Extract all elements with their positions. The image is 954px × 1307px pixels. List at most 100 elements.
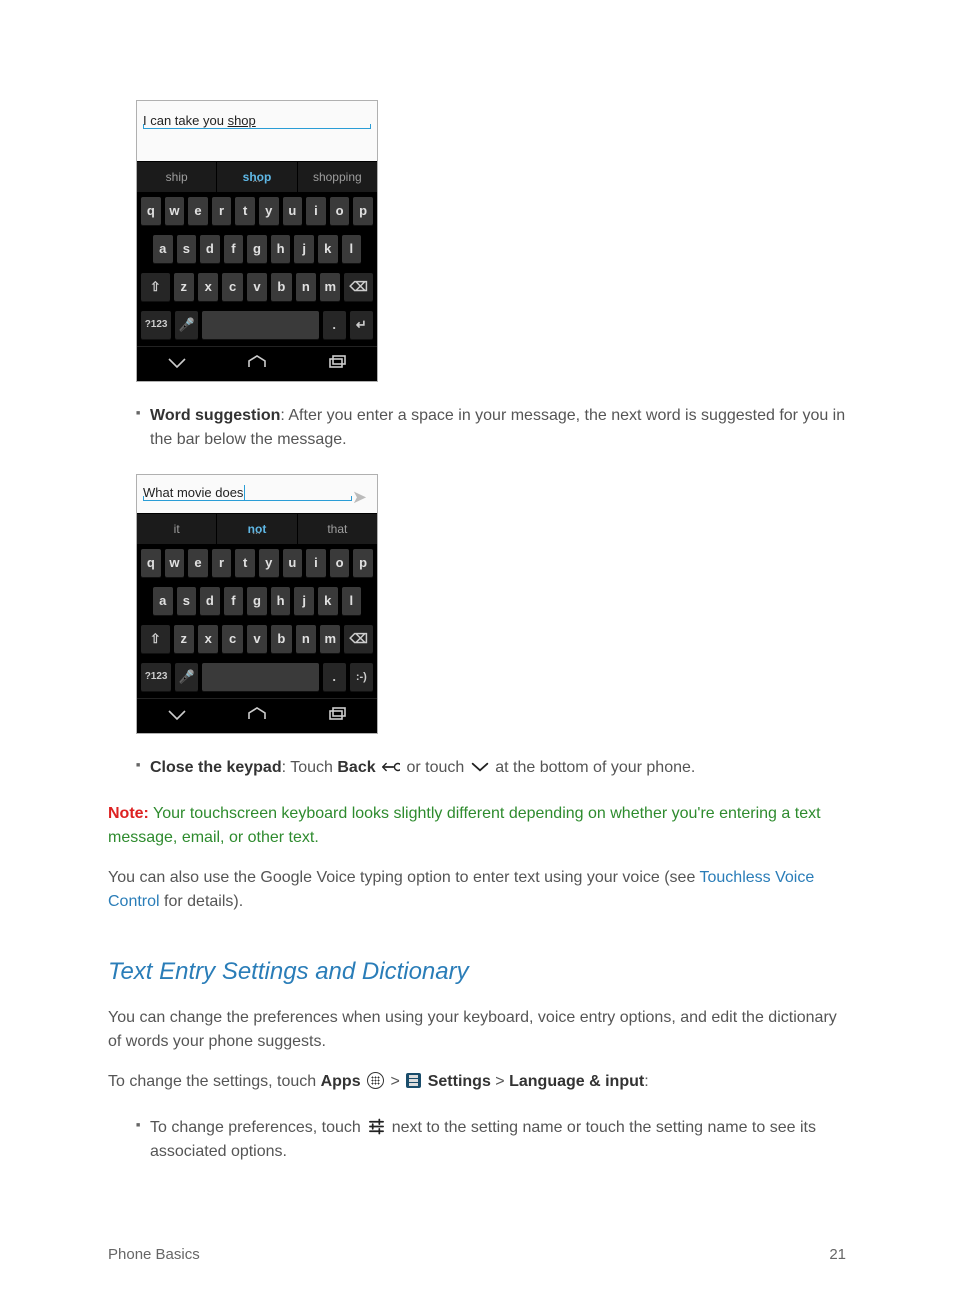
key-w[interactable]: w [165, 549, 185, 577]
key-i[interactable]: i [306, 549, 326, 577]
intro-paragraph: You can change the preferences when usin… [108, 1006, 846, 1054]
shift-key[interactable]: ⇧ [141, 273, 170, 301]
key-z[interactable]: z [174, 625, 194, 653]
back-nav-icon[interactable] [165, 354, 189, 375]
key-m[interactable]: m [320, 273, 340, 301]
typed-text: What movie does [143, 485, 245, 500]
numeric-key[interactable]: ?123 [141, 311, 171, 339]
suggestion-1[interactable]: ship [137, 162, 217, 192]
key-p[interactable]: p [353, 549, 373, 577]
key-s[interactable]: s [177, 235, 197, 263]
space-key[interactable] [202, 311, 318, 339]
key-g[interactable]: g [247, 235, 267, 263]
numeric-key[interactable]: ?123 [141, 663, 171, 691]
enter-key[interactable]: ↵ [350, 311, 373, 339]
period-key[interactable]: . [323, 311, 346, 339]
home-nav-icon[interactable] [245, 354, 269, 375]
suggestion-1[interactable]: it [137, 514, 217, 544]
key-h[interactable]: h [271, 235, 291, 263]
period-key[interactable]: . [323, 663, 346, 691]
key-row-3: ⇧ z x c v b n m ⌫ [137, 620, 377, 658]
key-o[interactable]: o [330, 197, 350, 225]
key-v[interactable]: v [247, 273, 267, 301]
key-t[interactable]: t [235, 549, 255, 577]
key-f[interactable]: f [224, 587, 244, 615]
suggestion-2[interactable]: shop [217, 162, 297, 192]
key-b[interactable]: b [271, 625, 291, 653]
key-u[interactable]: u [283, 549, 303, 577]
key-k[interactable]: k [318, 587, 338, 615]
voice-typing-paragraph: You can also use the Google Voice typing… [108, 866, 846, 914]
system-nav-bar [137, 698, 377, 733]
key-q[interactable]: q [141, 549, 161, 577]
key-e[interactable]: e [188, 197, 208, 225]
send-icon[interactable]: ➤ [352, 484, 371, 511]
key-a[interactable]: a [153, 587, 173, 615]
key-j[interactable]: j [294, 235, 314, 263]
page-footer: Phone Basics 21 [108, 1244, 846, 1267]
apps-icon [367, 1072, 384, 1089]
key-d[interactable]: d [200, 587, 220, 615]
key-a[interactable]: a [153, 235, 173, 263]
key-c[interactable]: c [222, 273, 242, 301]
space-key[interactable] [202, 663, 318, 691]
back-nav-icon[interactable] [165, 706, 189, 727]
key-b[interactable]: b [271, 273, 291, 301]
key-w[interactable]: w [165, 197, 185, 225]
key-n[interactable]: n [296, 625, 316, 653]
key-g[interactable]: g [247, 587, 267, 615]
key-u[interactable]: u [283, 197, 303, 225]
key-r[interactable]: r [212, 197, 232, 225]
recent-nav-icon[interactable] [325, 354, 349, 375]
suggestion-2[interactable]: not [217, 514, 297, 544]
key-p[interactable]: p [353, 197, 373, 225]
key-row-1: q w e r t y u i o p [137, 192, 377, 230]
key-m[interactable]: m [320, 625, 340, 653]
back-arrow-icon [382, 758, 400, 776]
key-row-4: ?123 🎤 . ↵ [137, 306, 377, 346]
key-q[interactable]: q [141, 197, 161, 225]
key-c[interactable]: c [222, 625, 242, 653]
chevron-down-icon [471, 758, 489, 776]
key-y[interactable]: y [259, 197, 279, 225]
backspace-key[interactable]: ⌫ [344, 273, 373, 301]
settings-icon [406, 1073, 421, 1088]
key-z[interactable]: z [174, 273, 194, 301]
mic-key[interactable]: 🎤 [175, 663, 198, 691]
screenshot-keyboard-1: I can take you shop ship shop shopping q… [136, 100, 378, 382]
home-nav-icon[interactable] [245, 706, 269, 727]
key-l[interactable]: l [342, 587, 362, 615]
key-d[interactable]: d [200, 235, 220, 263]
key-x[interactable]: x [198, 625, 218, 653]
key-i[interactable]: i [306, 197, 326, 225]
key-t[interactable]: t [235, 197, 255, 225]
key-n[interactable]: n [296, 273, 316, 301]
key-l[interactable]: l [342, 235, 362, 263]
key-v[interactable]: v [247, 625, 267, 653]
key-r[interactable]: r [212, 549, 232, 577]
key-row-4: ?123 🎤 . :-) [137, 658, 377, 698]
key-f[interactable]: f [224, 235, 244, 263]
note-paragraph: Note: Your touchscreen keyboard looks sl… [108, 802, 846, 850]
suggestion-3[interactable]: that [298, 514, 377, 544]
key-o[interactable]: o [330, 549, 350, 577]
suggestion-bar: it not that [137, 513, 377, 544]
suggestion-3[interactable]: shopping [298, 162, 377, 192]
shift-key[interactable]: ⇧ [141, 625, 170, 653]
text-input-area: What movie does ➤ [137, 475, 377, 513]
key-k[interactable]: k [318, 235, 338, 263]
key-h[interactable]: h [271, 587, 291, 615]
key-row-1: q w e r t y u i o p [137, 544, 377, 582]
system-nav-bar [137, 346, 377, 381]
key-y[interactable]: y [259, 549, 279, 577]
key-s[interactable]: s [177, 587, 197, 615]
sliders-icon [367, 1118, 385, 1136]
emoji-key[interactable]: :-) [350, 663, 373, 691]
key-e[interactable]: e [188, 549, 208, 577]
typed-text: I can take you shop [143, 113, 256, 128]
key-j[interactable]: j [294, 587, 314, 615]
backspace-key[interactable]: ⌫ [344, 625, 373, 653]
mic-key[interactable]: 🎤 [175, 311, 198, 339]
recent-nav-icon[interactable] [325, 706, 349, 727]
key-x[interactable]: x [198, 273, 218, 301]
